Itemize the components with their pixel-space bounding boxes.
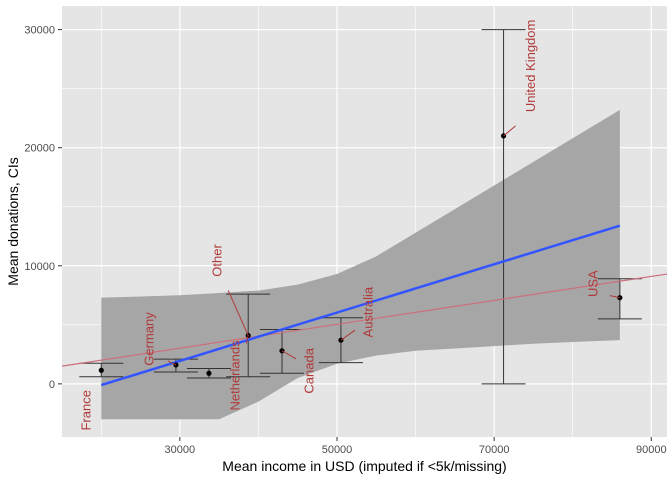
y-tick-label: 0 — [49, 379, 55, 391]
y-tick-label: 30000 — [24, 25, 55, 37]
point-label: Australia — [360, 286, 375, 337]
point-label: USA — [585, 270, 600, 297]
x-axis-title: Mean income in USD (imputed if <5k/missi… — [222, 458, 506, 474]
point-label: Canada — [301, 347, 316, 393]
y-axis-ticks: 0 10000 20000 30000 — [24, 25, 62, 391]
x-axis-ticks: 30000 50000 70000 90000 — [165, 437, 667, 456]
point-label: United Kingdom — [523, 20, 538, 113]
y-tick-label: 20000 — [24, 143, 55, 155]
y-axis-title: Mean donations, CIs — [5, 157, 21, 285]
y-tick-label: 10000 — [24, 261, 55, 273]
data-point — [206, 371, 211, 376]
point-label: Netherlands — [228, 340, 243, 411]
data-point — [99, 368, 104, 373]
point-label: Germany — [141, 312, 156, 366]
x-tick-label: 30000 — [165, 444, 196, 456]
x-tick-label: 50000 — [322, 444, 353, 456]
x-tick-label: 90000 — [636, 444, 667, 456]
point-label: France — [79, 390, 94, 430]
x-tick-label: 70000 — [479, 444, 510, 456]
point-label: Other — [210, 244, 225, 277]
